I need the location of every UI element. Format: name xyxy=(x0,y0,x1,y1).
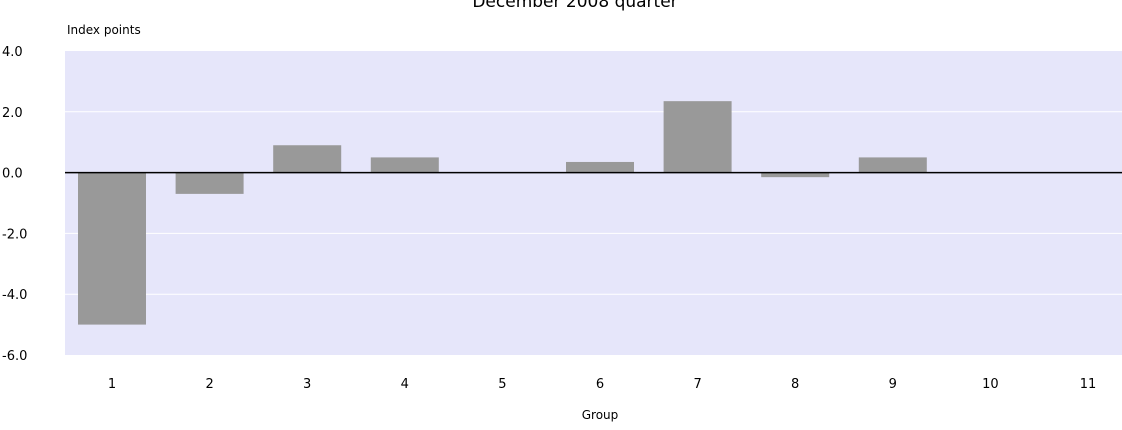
x-tick-label: 11 xyxy=(1080,377,1097,392)
bar-9 xyxy=(858,157,927,173)
x-tick-label: 3 xyxy=(303,377,311,392)
x-tick-label: 6 xyxy=(596,377,604,392)
y-tick-label: 2.0 xyxy=(2,106,23,121)
gridlines xyxy=(65,111,1122,295)
x-tick-label: 10 xyxy=(982,377,999,392)
y-tick-label: 0.0 xyxy=(2,167,23,182)
y-tick-label: 4.0 xyxy=(2,45,23,60)
x-tick-label: 9 xyxy=(889,377,897,392)
x-axis-label: Group xyxy=(582,408,619,422)
y-tick-label: -2.0 xyxy=(2,227,27,242)
bar-2 xyxy=(175,172,244,194)
x-tick-labels: 1 2 3 4 5 6 7 8 9 10 11 xyxy=(108,377,1096,392)
bar-7 xyxy=(663,101,732,173)
bar-3 xyxy=(273,145,342,173)
x-tick-label: 5 xyxy=(498,377,506,392)
y-tick-labels: 4.0 2.0 0.0 -2.0 -4.0 -6.0 xyxy=(2,45,27,364)
bars xyxy=(78,101,927,325)
plot-area xyxy=(65,51,1122,355)
y-axis-label: Index points xyxy=(67,23,141,37)
chart-title: December 2008 quarter xyxy=(472,0,677,12)
x-tick-label: 2 xyxy=(205,377,213,392)
bar-8 xyxy=(761,172,830,178)
x-tick-label: 4 xyxy=(401,377,409,392)
bar-4 xyxy=(370,157,439,173)
bar-1 xyxy=(78,172,146,325)
y-tick-label: -4.0 xyxy=(2,288,27,303)
x-tick-label: 1 xyxy=(108,377,116,392)
y-tick-label: -6.0 xyxy=(2,349,27,364)
x-tick-label: 8 xyxy=(791,377,799,392)
x-tick-label: 7 xyxy=(693,377,701,392)
bar-6 xyxy=(566,161,634,173)
